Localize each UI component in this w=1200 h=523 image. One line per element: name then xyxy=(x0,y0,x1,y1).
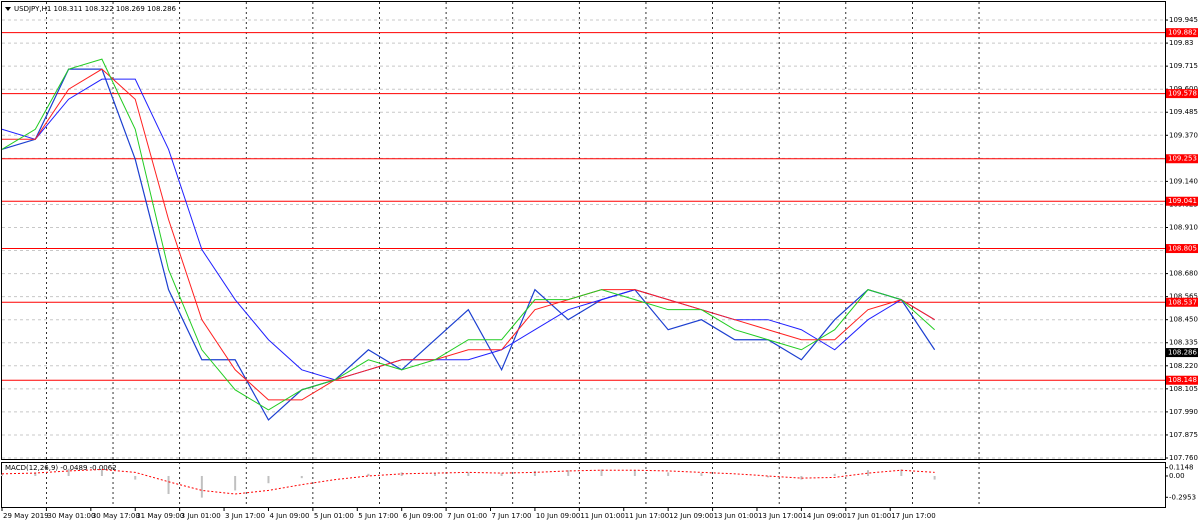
y-tick-label: 108.565 xyxy=(1169,293,1198,301)
macd-bar xyxy=(467,472,470,476)
y-tick-label: 109.485 xyxy=(1169,108,1198,116)
y-tick-label: 107.990 xyxy=(1169,408,1198,416)
price-line xyxy=(1,68,936,421)
y-tick-label: 109.140 xyxy=(1169,177,1198,185)
macd-bar xyxy=(833,473,836,476)
macd-bar xyxy=(567,470,570,476)
y-tick-label: 108.335 xyxy=(1169,339,1198,347)
x-tick-label: 30 May 17:00 xyxy=(92,512,140,520)
y-tick-label: 0.1148 xyxy=(1169,464,1194,472)
macd-bar xyxy=(34,472,37,476)
x-tick-label: 13 Jun 17:00 xyxy=(758,512,802,520)
x-tick-label: 10 Jun 09:00 xyxy=(536,512,580,520)
y-tick-label: 109.83 xyxy=(1169,39,1194,47)
x-tick-label: 12 Jun 09:00 xyxy=(669,512,713,520)
y-tick-label: 108.220 xyxy=(1169,362,1198,370)
level-label: 109.578 xyxy=(1168,90,1197,98)
macd-bar xyxy=(900,469,903,476)
moving-average xyxy=(1,58,935,411)
macd-bar xyxy=(300,475,303,479)
level-label: 108.148 xyxy=(1168,376,1197,384)
x-tick-label: 13 Jun 01:00 xyxy=(714,512,758,520)
y-tick-label: -0.2953 xyxy=(1169,493,1196,501)
y-tick-label: 0.00 xyxy=(1169,472,1185,480)
macd-bar xyxy=(767,475,770,478)
level-label: 109.041 xyxy=(1168,197,1197,205)
y-tick-label: 108.450 xyxy=(1169,316,1198,324)
macd-bar xyxy=(200,475,203,498)
macd-bar xyxy=(667,472,670,476)
level-label-box xyxy=(1166,297,1198,307)
x-tick-label: 4 Jun 09:00 xyxy=(269,512,309,520)
level-label: 108.537 xyxy=(1168,298,1197,306)
y-tick-label: 109.370 xyxy=(1169,131,1198,139)
macd-bar xyxy=(434,473,437,476)
x-tick-label: 29 May 2019 xyxy=(3,512,49,520)
last-price-label: 108.286 xyxy=(1168,349,1197,357)
macd-bar xyxy=(67,468,70,476)
x-tick-label: 6 Jun 09:00 xyxy=(403,512,443,520)
macd-bar xyxy=(134,475,137,480)
macd-frame xyxy=(1,462,1166,508)
main-frame xyxy=(1,1,1166,460)
macd-bar xyxy=(400,472,403,476)
macd-bar xyxy=(234,475,237,491)
y-tick-label: 108.105 xyxy=(1169,385,1198,393)
macd-bar xyxy=(267,475,270,484)
y-tick-label: 107.875 xyxy=(1169,431,1198,439)
moving-average xyxy=(1,78,935,381)
macd-title: MACD(12,26,9) -0.0489 -0.0062 xyxy=(5,464,117,472)
level-label-box xyxy=(1166,28,1198,38)
macd-bar xyxy=(700,473,703,476)
y-tick-label: 109.715 xyxy=(1169,62,1198,70)
level-label: 109.253 xyxy=(1168,155,1197,163)
x-tick-label: 3 Jun 01:00 xyxy=(181,512,221,520)
x-tick-label: 30 May 01:00 xyxy=(47,512,95,520)
macd-bar xyxy=(867,470,870,476)
x-tick-label: 17 Jun 17:00 xyxy=(891,512,935,520)
y-tick-label: 108.680 xyxy=(1169,270,1198,278)
x-tick-label: 14 Jun 09:00 xyxy=(802,512,846,520)
macd-bar xyxy=(800,475,803,480)
level-label-box xyxy=(1166,154,1198,164)
symbol-menu[interactable] xyxy=(5,7,11,11)
level-label-box xyxy=(1166,196,1198,206)
macd-bar xyxy=(533,470,536,476)
chart-title: USDJPY,H1 108.311 108.322 108.269 108.28… xyxy=(14,5,177,13)
level-label-box xyxy=(1166,244,1198,254)
y-tick-label: 107.760 xyxy=(1169,454,1198,462)
x-tick-label: 31 May 09:00 xyxy=(136,512,184,520)
x-tick-label: 5 Jun 17:00 xyxy=(358,512,398,520)
level-label: 108.805 xyxy=(1168,245,1197,253)
y-tick-label: 108.910 xyxy=(1169,223,1198,231)
macd-bar xyxy=(633,470,636,476)
level-label-box xyxy=(1166,375,1198,385)
macd-bar xyxy=(367,473,370,476)
macd-bar xyxy=(167,475,170,495)
x-tick-label: 11 Jun 01:00 xyxy=(580,512,624,520)
x-tick-label: 7 Jun 17:00 xyxy=(492,512,532,520)
macd-signal xyxy=(1,468,935,495)
x-tick-label: 7 Jun 01:00 xyxy=(447,512,487,520)
x-tick-label: 11 Jun 17:00 xyxy=(625,512,669,520)
x-tick-label: 5 Jun 01:00 xyxy=(314,512,354,520)
macd-bar xyxy=(1,474,3,476)
level-label-box xyxy=(1166,89,1198,99)
x-tick-label: 17 Jun 01:00 xyxy=(847,512,891,520)
x-tick-label: 3 Jun 17:00 xyxy=(225,512,265,520)
level-label: 109.882 xyxy=(1168,29,1197,37)
moving-average xyxy=(2,68,935,401)
macd-bar xyxy=(500,473,503,476)
last-price-box xyxy=(1166,348,1198,358)
macd-bar xyxy=(100,468,103,476)
macd-bar xyxy=(600,469,603,476)
macd-bar xyxy=(933,475,936,480)
y-tick-label: 109.945 xyxy=(1169,16,1198,24)
